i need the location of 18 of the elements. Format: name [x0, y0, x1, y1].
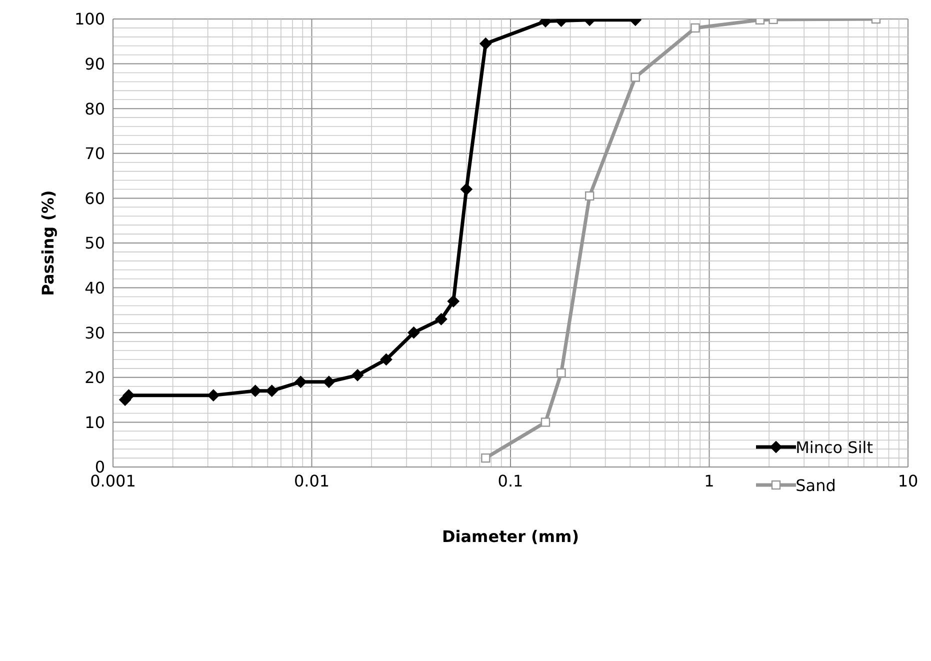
y-tick-label: 10	[84, 412, 105, 432]
x-tick-label: 10	[898, 471, 918, 490]
x-tick-label: 0.01	[294, 471, 330, 490]
y-tick-label: 40	[84, 278, 105, 298]
x-axis-title: Diameter (mm)	[442, 527, 580, 546]
legend-label: Sand	[796, 476, 836, 494]
y-axis-title: Passing (%)	[38, 190, 58, 296]
x-tick-label: 1	[704, 471, 714, 490]
legend-label: Minco Silt	[796, 438, 873, 456]
y-tick-label: 20	[84, 368, 105, 388]
y-tick-label: 70	[84, 144, 105, 164]
y-tick-label: 50	[84, 234, 105, 253]
x-tick-label: 0.1	[498, 471, 524, 490]
y-tick-label: 90	[84, 54, 105, 74]
y-tick-label: 100	[74, 10, 105, 29]
y-tick-label: 30	[84, 323, 105, 342]
y-tick-label: 60	[84, 188, 105, 208]
y-tick-label: 80	[84, 99, 105, 118]
